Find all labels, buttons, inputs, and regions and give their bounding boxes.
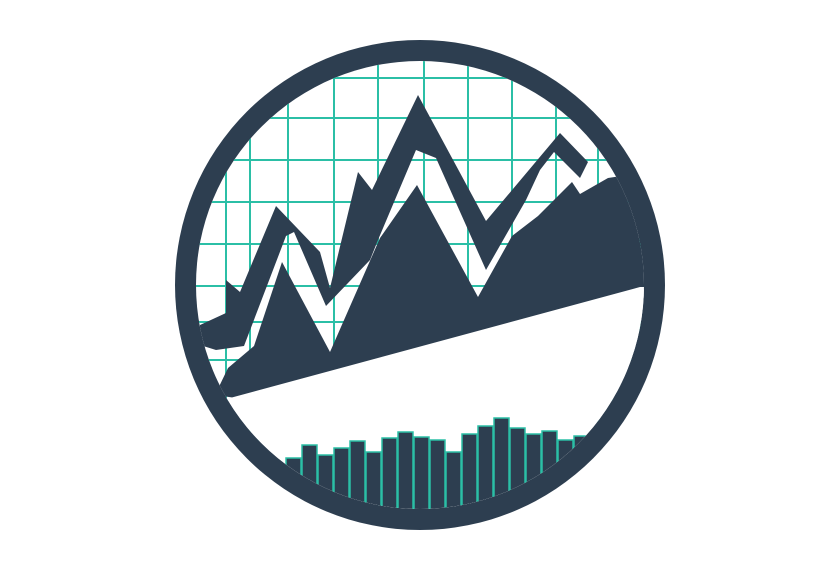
volume-bar xyxy=(445,451,462,509)
volume-bar xyxy=(397,431,414,509)
volume-bar xyxy=(349,440,366,509)
volume-bar xyxy=(477,425,494,509)
volume-bar xyxy=(413,436,430,509)
price-area-fill xyxy=(215,170,644,398)
volume-bar xyxy=(429,439,446,509)
volume-bar xyxy=(381,437,398,509)
volume-bar xyxy=(509,427,526,509)
volume-bar xyxy=(461,433,478,509)
price-line-upper xyxy=(200,95,588,350)
volume-bar xyxy=(493,417,510,509)
volume-bar xyxy=(365,451,382,509)
